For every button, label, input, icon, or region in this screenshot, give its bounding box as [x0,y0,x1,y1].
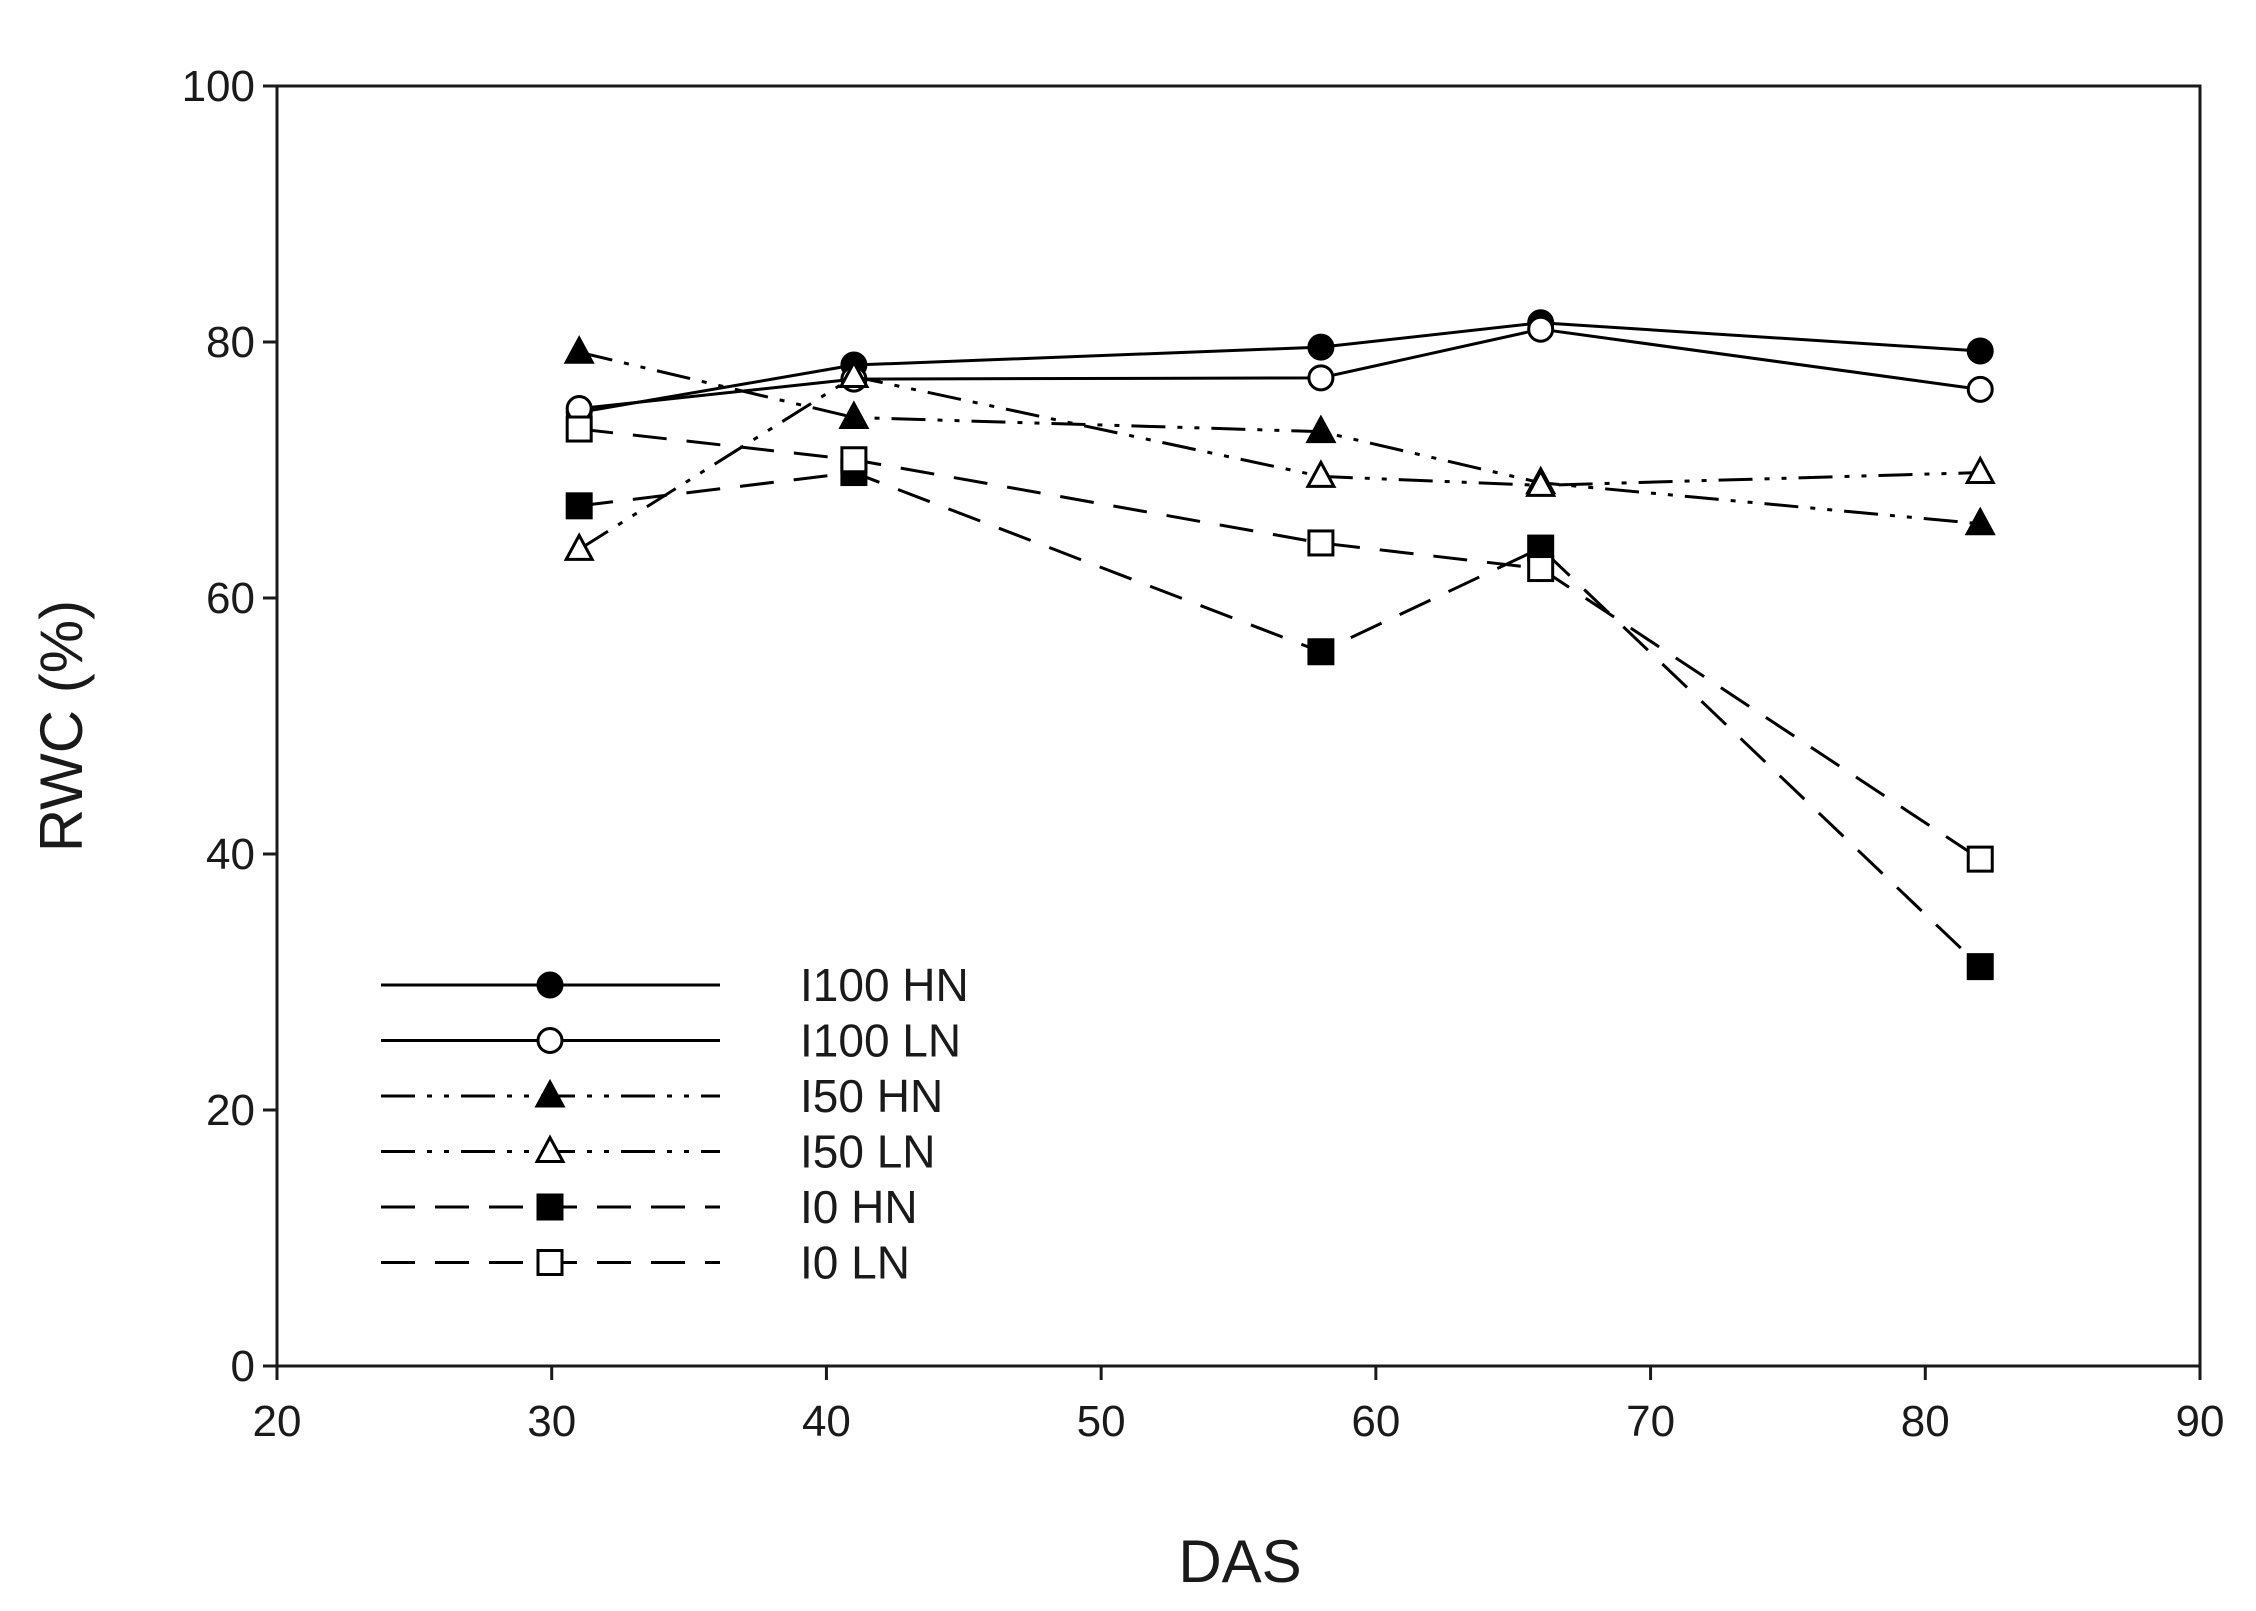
data-point-i0-ln [1307,529,1335,557]
series-line-i100-ln [579,327,1981,411]
series-line-i50-ln [578,375,1981,551]
legend-label-i0-ln: I0 LN [800,1237,910,1289]
series-i100-ln [565,315,1994,423]
y-tick-label: 20 [206,1086,255,1135]
legend-item-i50-hn: I50 HN [381,1070,943,1122]
legend-label-i0-hn: I0 HN [800,1181,918,1233]
legend-item-i100-hn: I100 HN [381,959,969,1011]
y-tick-label: 80 [206,318,255,367]
legend-marker-i50-hn [534,1078,566,1108]
series-layer [563,309,1996,981]
legend-marker-i100-ln [536,1027,564,1054]
plot-frame [275,84,2202,1368]
data-point-i50-ln [1305,459,1337,488]
data-point-i50-hn [838,400,870,430]
data-point-i0-hn [1307,638,1335,666]
series-i0-ln [565,415,1994,873]
legend-item-i100-ln: I100 LN [381,1015,961,1067]
data-point-i0-hn [565,492,593,520]
series-i50-hn [563,335,1996,536]
x-tick-label: 40 [802,1397,851,1446]
data-point-i50-ln [1964,455,1996,485]
series-i0-hn [565,459,1994,981]
data-point-i0-hn [1966,953,1994,981]
x-tick-label: 20 [253,1397,302,1446]
y-tick-label: 60 [206,574,255,623]
data-point-i0-ln [1966,845,1994,873]
data-point-i0-ln [565,415,593,443]
legend-marker-i0-hn [536,1193,564,1221]
y-tick-label: 0 [231,1342,255,1391]
data-point-i100-ln [1527,315,1555,343]
data-point-i100-hn [1966,337,1994,365]
x-tick-label: 80 [1901,1397,1950,1446]
legend-marker-i0-ln [536,1249,564,1276]
series-i50-ln [563,359,1996,561]
legend-marker-i100-hn [536,971,564,999]
x-axis: 20 30 40 50 60 70 80 90 [253,1366,2225,1446]
series-line-i100-hn [578,321,1981,414]
data-point-i100-hn [1307,333,1335,361]
data-point-i0-ln [1527,555,1555,583]
data-point-i100-ln [1307,364,1335,392]
legend-label-i100-ln: I100 LN [800,1015,961,1067]
legend-marker-i50-ln [534,1134,566,1163]
legend-item-i50-ln: I50 LN [381,1126,936,1178]
data-point-i50-ln [838,359,870,389]
y-tick-label: 100 [182,62,255,111]
data-point-i50-hn [563,335,595,364]
x-tick-label: 70 [1626,1397,1675,1446]
x-tick-label: 50 [1077,1397,1126,1446]
legend-label-i50-hn: I50 HN [800,1070,943,1122]
y-tick-label: 40 [206,830,255,879]
x-tick-label: 90 [2176,1397,2225,1446]
data-point-i50-ln [1525,468,1557,497]
data-point-i100-ln [1966,375,1994,403]
data-point-i50-ln [563,532,595,561]
data-point-i50-hn [1964,506,1996,536]
legend-item-i0-hn: I0 HN [381,1181,918,1233]
x-axis-title: DAS [1178,1528,1301,1595]
series-line-i0-ln [579,427,1982,861]
data-point-i0-ln [840,446,868,474]
legend-item-i0-ln: I0 LN [381,1237,910,1289]
legend-label-i50-ln: I50 LN [800,1126,936,1178]
legend-label-i100-hn: I100 HN [800,959,969,1011]
y-axis: 0 20 40 60 80 100 [182,62,277,1391]
data-point-i50-hn [1305,414,1337,444]
x-tick-label: 60 [1351,1397,1400,1446]
series-i100-hn [565,309,1994,426]
x-tick-label: 30 [527,1397,576,1446]
y-axis-title: RWC (%) [28,600,95,852]
